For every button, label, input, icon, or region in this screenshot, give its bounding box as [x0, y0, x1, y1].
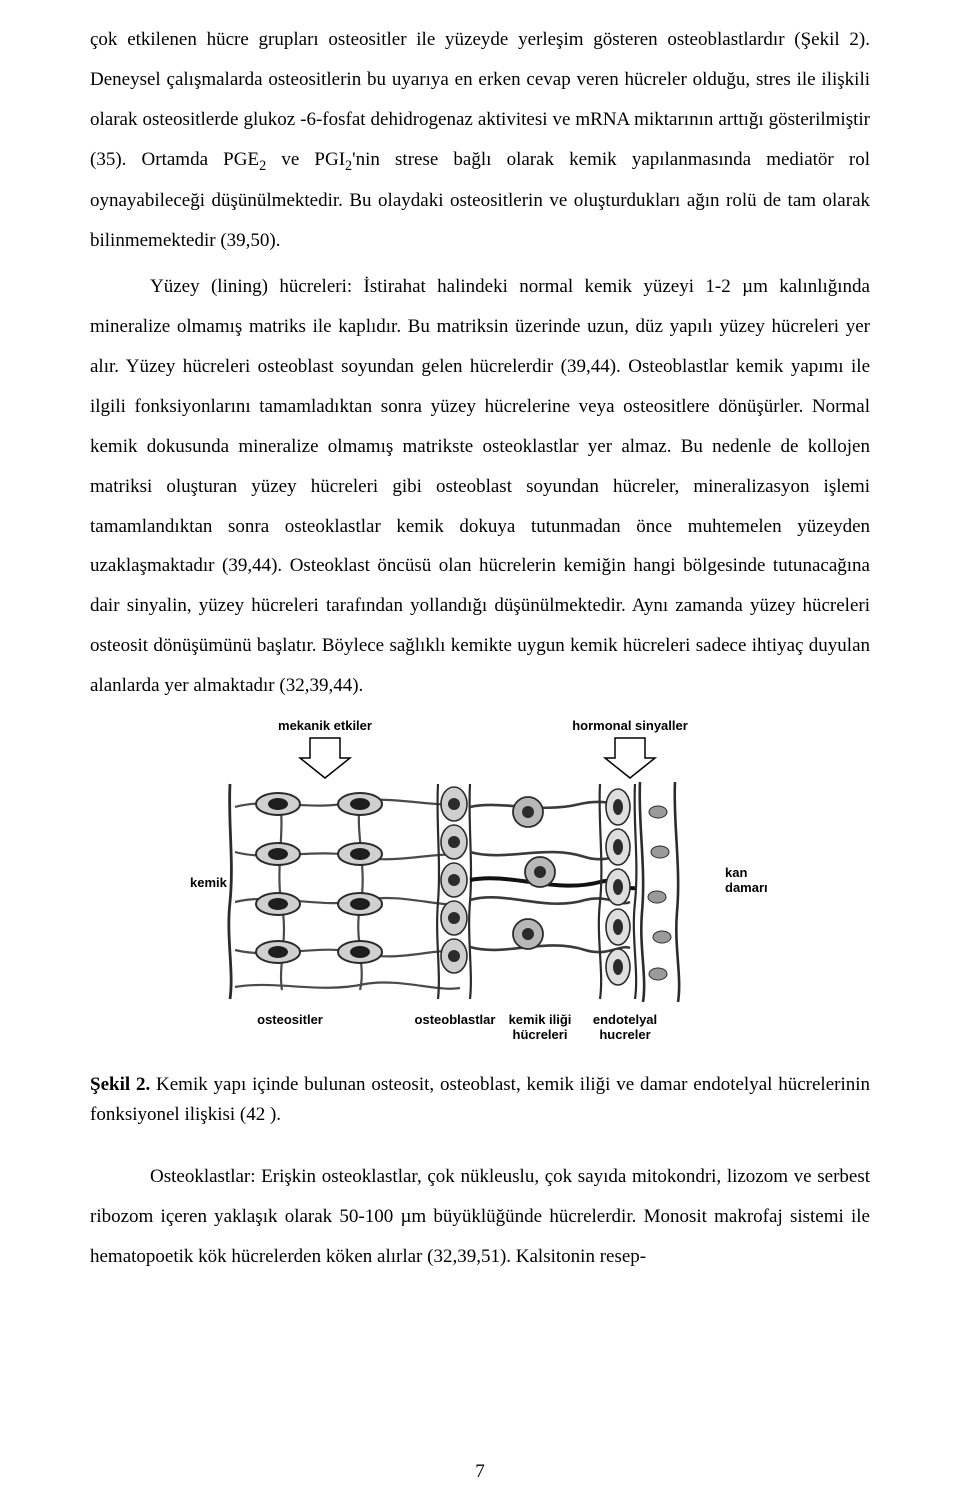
label-kemik-iligi-2: hücreleri — [513, 1027, 568, 1042]
marrow-cells — [513, 797, 555, 949]
label-endotelyal-1: endotelyal — [593, 1012, 657, 1027]
figure-2-diagram: mekanik etkiler hormonal sinyaller — [160, 712, 800, 1052]
label-mekanik: mekanik etkiler — [278, 718, 372, 733]
osteoblast-column — [437, 784, 471, 999]
arrow-hormonal-icon — [605, 738, 655, 778]
page: çok etkilenen hücre grupları osteositler… — [0, 0, 960, 1495]
figure-caption: Şekil 2. Kemik yapı içinde bulunan osteo… — [90, 1070, 870, 1131]
label-kan-1: kan — [725, 865, 747, 880]
page-number: 7 — [0, 1461, 960, 1483]
label-kemik-iligi-1: kemik iliği — [509, 1012, 572, 1027]
bone-region — [230, 784, 430, 999]
label-endotelyal-2: hucreler — [599, 1027, 650, 1042]
label-kan-2: damarı — [725, 880, 768, 895]
endothelial-column — [599, 784, 637, 999]
label-osteositler: osteositler — [257, 1012, 323, 1027]
label-kemik: kemik — [190, 875, 228, 890]
bone-edge-left — [229, 784, 232, 999]
paragraph-3: Osteoklastlar: Erişkin osteoklastlar, ço… — [90, 1157, 870, 1277]
blood-vessel — [640, 782, 679, 1002]
arrow-mekanik-icon — [300, 738, 350, 778]
label-osteoblastlar: osteoblastlar — [415, 1012, 496, 1027]
paragraph-2: Yüzey (lining) hücreleri: İstirahat hali… — [90, 267, 870, 706]
label-hormonal: hormonal sinyaller — [572, 718, 688, 733]
figure-label: Şekil 2. — [90, 1074, 150, 1095]
para1-part-b: ve PGI — [266, 149, 345, 170]
figure-caption-text: Kemik yapı içinde bulunan osteosit, oste… — [90, 1074, 870, 1125]
paragraph-1: çok etkilenen hücre grupları osteositler… — [90, 20, 870, 261]
